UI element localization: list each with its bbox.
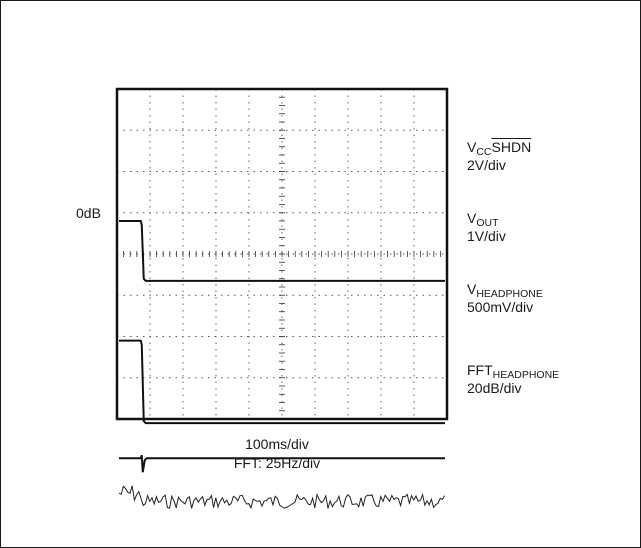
scope-screen-border [115, 87, 449, 421]
fft-scale-label: FFT: 25Hz/div [233, 455, 321, 471]
trace-vcc-shdn [119, 220, 445, 282]
trace-scale-vout: 1V/div [467, 228, 506, 244]
trace-label-fft-headphone: FFTHEADPHONE [467, 362, 560, 381]
trace-scale-vheadphone: 500mV/div [467, 299, 534, 315]
trace-fft-headphone [118, 485, 446, 510]
trace-vout [119, 339, 445, 425]
trace-scale-fft-headphone: 20dB/div [467, 380, 522, 396]
trace-label-vheadphone: VHEADPHONE [467, 281, 543, 300]
trace-vheadphone [119, 454, 445, 473]
trace-label-vcc-shdn: VCCSHDN [467, 139, 532, 158]
trace-label-vout: VOUT [467, 210, 499, 229]
trace-scale-vcc-shdn: 2V/div [467, 157, 506, 173]
time-scale-label: 100ms/div [245, 436, 309, 452]
zero-db-marker: 0dB [76, 205, 101, 221]
